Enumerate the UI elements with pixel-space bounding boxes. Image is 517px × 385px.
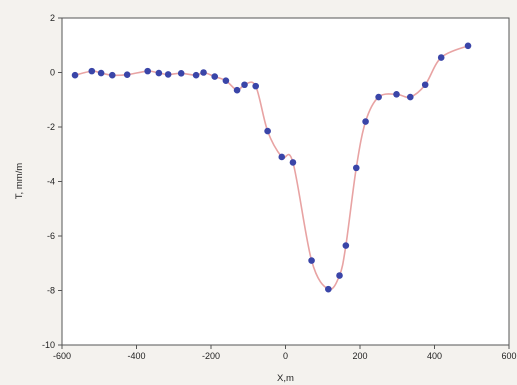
y-tick-label: -2	[47, 122, 55, 132]
y-axis-title: T, mm/m	[14, 163, 25, 199]
data-point	[71, 71, 79, 79]
data-point	[88, 67, 96, 75]
y-axis: 2 0 -2 -4 -6 -8 -10	[42, 13, 62, 350]
x-axis-title: X,m	[277, 373, 294, 384]
y-tick-label: -8	[47, 286, 55, 296]
data-point	[342, 242, 350, 249]
x-axis: -600 -400 -200 0 200 400 600	[53, 345, 517, 361]
data-point	[222, 77, 230, 84]
plot-area	[61, 17, 510, 346]
data-point	[325, 285, 332, 293]
data-point	[241, 81, 248, 89]
data-point	[336, 272, 343, 279]
data-point	[362, 118, 369, 125]
data-point	[421, 81, 429, 89]
data-point	[278, 153, 286, 161]
y-tick-label: -4	[47, 177, 55, 187]
y-tick-label: -6	[47, 231, 55, 241]
data-point	[123, 71, 131, 78]
data-point	[406, 93, 414, 101]
data-point	[211, 73, 219, 80]
data-point	[200, 69, 207, 76]
x-tick-label: -200	[202, 351, 220, 361]
data-point	[464, 42, 472, 50]
data-point	[352, 164, 360, 172]
data-point	[233, 86, 241, 94]
y-tick-label: 0	[50, 68, 55, 78]
x-tick-label: 400	[427, 351, 442, 361]
data-point	[308, 257, 315, 264]
x-tick-label: 200	[352, 351, 367, 361]
data-point	[437, 54, 445, 61]
data-point	[164, 71, 172, 78]
data-point	[155, 69, 163, 77]
x-tick-label: -400	[127, 351, 145, 361]
data-point	[252, 82, 259, 90]
x-tick-label: 600	[501, 351, 516, 361]
data-point	[289, 159, 297, 166]
x-tick-label: 0	[283, 351, 288, 361]
y-tick-label: -10	[42, 340, 55, 350]
data-point	[264, 127, 271, 135]
data-points	[71, 42, 472, 293]
data-point	[144, 67, 151, 75]
x-tick-label: -600	[53, 351, 71, 361]
data-point	[375, 93, 382, 101]
data-point	[97, 69, 105, 77]
y-tick-label: 2	[50, 13, 55, 23]
data-point	[108, 71, 116, 79]
data-point	[192, 71, 200, 79]
data-point	[177, 70, 185, 77]
data-point	[393, 91, 400, 98]
